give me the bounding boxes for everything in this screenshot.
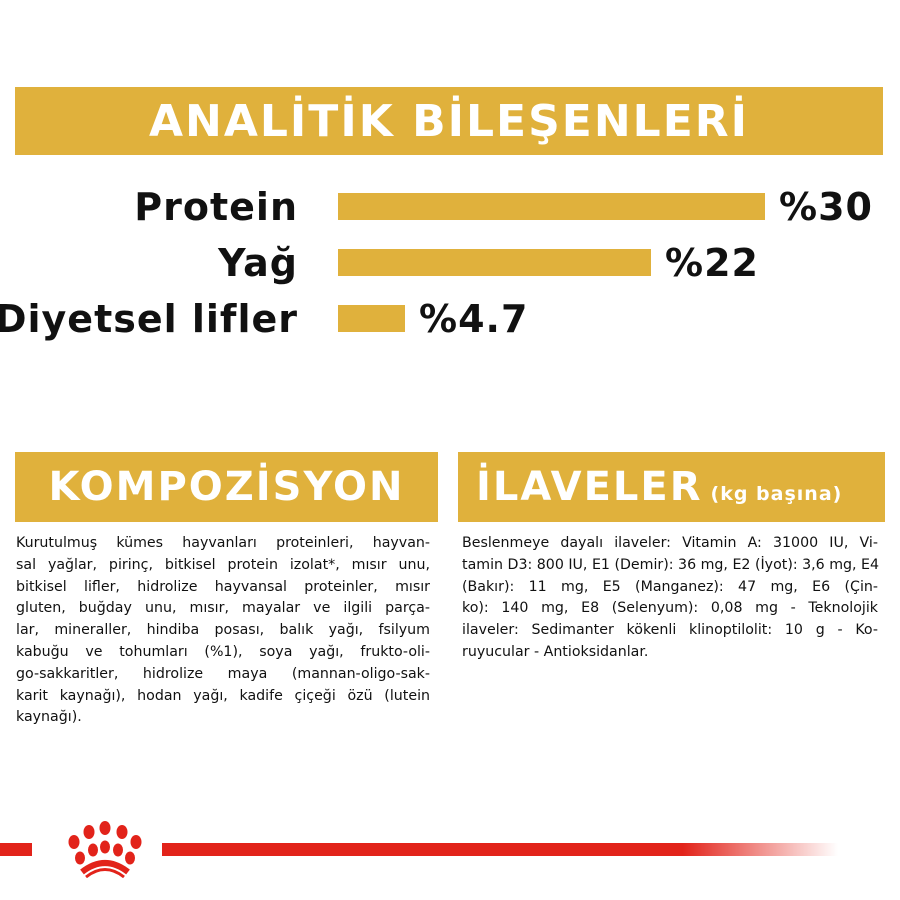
nutrient-value: %4.7 bbox=[419, 297, 529, 341]
analytics-row: Yağ %22 bbox=[0, 241, 900, 285]
nutrient-bar bbox=[338, 193, 765, 220]
text-line: bitkisel lifler, hidrolize hayvansal pro… bbox=[16, 578, 430, 595]
text-line: karit kaynağı), hodan yağı, kadife çiçeğ… bbox=[16, 687, 430, 704]
analytics-title: ANALİTİK BİLEŞENLERİ bbox=[15, 87, 883, 155]
text-line: Kurutulmuş kümes hayvanları proteinleri,… bbox=[16, 535, 430, 551]
footer-line-right bbox=[162, 843, 838, 856]
additives-title: İLAVELER bbox=[476, 464, 703, 510]
analytics-row: Diyetsel lifler %4.7 bbox=[0, 297, 900, 341]
text-line: tamin D3: 800 IU, E1 (Demir): 36 mg, E2 … bbox=[462, 556, 880, 573]
nutrient-bar bbox=[338, 249, 651, 276]
text-line: ruyucular - Antioksidanlar. bbox=[462, 643, 649, 660]
royal-canin-crown-logo-icon bbox=[68, 821, 142, 878]
composition-text: Kurutulmuş kümes hayvanları proteinleri,… bbox=[16, 533, 430, 729]
text-line: go-sakkaritler, hidrolize maya (mannan-o… bbox=[16, 665, 430, 682]
composition-title: KOMPOZİSYON bbox=[15, 452, 438, 522]
additives-text: Beslenmeye dayalı ilaveler: Vitamin A: 3… bbox=[462, 533, 880, 664]
text-line: lar, mineraller, hindiba posası, balık y… bbox=[16, 622, 430, 639]
text-line: ilaveler: Sedimanter kökenli klinoptilol… bbox=[462, 622, 878, 639]
text-line: kabuğu ve tohumları (%1), soya yağı, fru… bbox=[16, 643, 430, 660]
nutrient-label: Protein bbox=[134, 185, 298, 229]
nutrient-label: Yağ bbox=[218, 241, 298, 285]
footer-line-left bbox=[0, 843, 32, 856]
additives-subtitle: (kg başına) bbox=[710, 483, 843, 505]
nutrient-value: %22 bbox=[665, 241, 759, 285]
text-line: sal yağlar, pirinç, bitkisel protein izo… bbox=[16, 556, 430, 573]
text-line: Beslenmeye dayalı ilaveler: Vitamin A: 3… bbox=[462, 535, 878, 551]
text-line: gluten, buğday unu, mısır, mayalar ve il… bbox=[16, 600, 430, 617]
text-line: kaynağı). bbox=[16, 709, 82, 726]
additives-header: İLAVELER (kg başına) bbox=[458, 452, 885, 522]
analytics-row: Protein %30 bbox=[0, 185, 900, 229]
nutrient-label: Diyetsel lifler bbox=[0, 297, 298, 341]
text-line: ko): 140 mg, E8 (Selenyum): 0,08 mg - Te… bbox=[462, 600, 878, 617]
text-line: (Bakır): 11 mg, E5 (Manganez): 47 mg, E6… bbox=[462, 578, 878, 595]
nutrient-bar bbox=[338, 305, 405, 332]
nutrient-value: %30 bbox=[779, 185, 873, 229]
